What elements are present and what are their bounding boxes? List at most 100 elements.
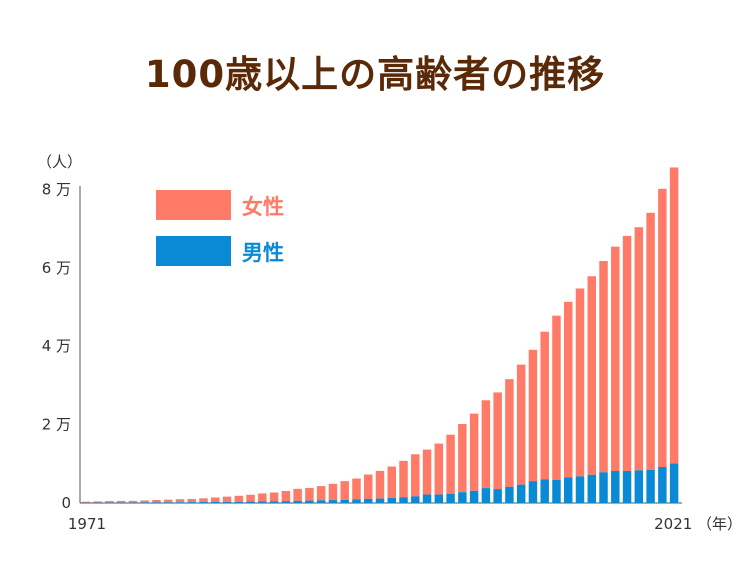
bar-female-2021 bbox=[669, 167, 679, 464]
bar-female-2007 bbox=[505, 379, 514, 487]
bar-male-1985 bbox=[246, 501, 255, 503]
legend-swatch-female bbox=[156, 190, 231, 220]
bar-female-1980 bbox=[187, 499, 196, 503]
bar-female-2008 bbox=[516, 364, 526, 485]
legend-label-female: 女性 bbox=[242, 195, 284, 219]
bar-male-2009 bbox=[528, 481, 538, 503]
bar-male-2000 bbox=[422, 494, 432, 503]
bar-female-1971 bbox=[81, 501, 91, 503]
legend-label-male: 男性 bbox=[242, 241, 284, 265]
bar-male-2019 bbox=[646, 469, 655, 503]
y-tick-label: 8 万 bbox=[42, 180, 71, 198]
bar-male-2007 bbox=[505, 486, 514, 503]
bar-male-2002 bbox=[446, 493, 455, 503]
bar-female-1977 bbox=[152, 499, 161, 503]
bar-female-1976 bbox=[140, 500, 149, 503]
bar-male-1999 bbox=[411, 496, 420, 503]
y-axis-unit-label: （人） bbox=[37, 153, 82, 171]
bar-female-2013 bbox=[575, 288, 585, 477]
bar-male-2017 bbox=[622, 470, 632, 503]
bar-female-1990 bbox=[305, 487, 314, 501]
bar-female-1991 bbox=[316, 486, 326, 501]
bar-female-2015 bbox=[599, 261, 608, 473]
bar-female-2004 bbox=[469, 413, 479, 491]
bar-male-2010 bbox=[540, 479, 549, 503]
bar-female-1986 bbox=[258, 493, 267, 502]
bar-female-1979 bbox=[175, 499, 185, 503]
bar-male-2014 bbox=[587, 474, 596, 503]
bar-male-1994 bbox=[352, 499, 361, 503]
bar-female-1997 bbox=[387, 466, 396, 499]
bar-female-1992 bbox=[328, 483, 338, 501]
bar-male-1975 bbox=[128, 502, 138, 503]
bar-female-1982 bbox=[211, 497, 220, 502]
bar-male-1991 bbox=[316, 500, 326, 503]
bar-male-2013 bbox=[575, 476, 585, 503]
bar-female-2019 bbox=[646, 212, 655, 470]
bar-female-1974 bbox=[116, 500, 126, 503]
bar-female-1985 bbox=[246, 494, 255, 502]
bar-male-1979 bbox=[175, 502, 185, 503]
bar-male-1982 bbox=[211, 501, 220, 503]
bar-female-1975 bbox=[128, 500, 138, 503]
bar-male-2016 bbox=[611, 470, 620, 503]
bar-female-2014 bbox=[587, 276, 596, 475]
bar-male-1987 bbox=[269, 501, 279, 503]
bar-male-1989 bbox=[293, 500, 302, 503]
chart-title: 100歳以上の高齢者の推移 bbox=[144, 53, 606, 96]
bar-male-1986 bbox=[258, 501, 267, 503]
bar-female-2000 bbox=[422, 449, 432, 495]
bar-female-1972 bbox=[93, 501, 102, 503]
y-axis-ticks: 0 2 万 4 万 6 万 8 万 bbox=[42, 180, 71, 512]
bar-male-2005 bbox=[481, 488, 491, 503]
bar-male-1998 bbox=[399, 497, 408, 503]
bar-female-1978 bbox=[164, 499, 173, 503]
bar-male-2020 bbox=[658, 467, 667, 503]
bar-male-2004 bbox=[469, 490, 479, 503]
bar-female-1989 bbox=[293, 488, 302, 501]
bar-female-1996 bbox=[375, 470, 385, 499]
y-tick-label: 2 万 bbox=[42, 416, 71, 434]
bar-female-1984 bbox=[234, 495, 244, 502]
bar-male-2012 bbox=[564, 477, 573, 503]
bar-female-1973 bbox=[105, 501, 114, 503]
bar-female-2005 bbox=[481, 400, 491, 489]
y-tick-label: 6 万 bbox=[42, 259, 71, 277]
bar-female-1998 bbox=[399, 460, 408, 498]
legend: 女性 男性 bbox=[156, 190, 284, 266]
bar-female-1987 bbox=[269, 492, 279, 502]
bar-male-1990 bbox=[305, 500, 314, 503]
bar-male-1996 bbox=[375, 498, 385, 503]
bar-female-2001 bbox=[434, 443, 444, 495]
bar-male-1995 bbox=[364, 498, 373, 503]
bar-female-2020 bbox=[658, 188, 667, 468]
bar-male-1984 bbox=[234, 501, 244, 503]
bar-male-2018 bbox=[634, 470, 644, 503]
bar-female-2012 bbox=[564, 301, 573, 478]
bar-female-2017 bbox=[622, 235, 632, 471]
bar-female-1983 bbox=[222, 496, 232, 502]
bar-male-1976 bbox=[140, 502, 149, 503]
bar-male-1981 bbox=[199, 502, 208, 503]
bar-female-1999 bbox=[411, 454, 420, 497]
x-tick-label: 1971 bbox=[68, 515, 106, 533]
y-tick-label: 0 bbox=[61, 494, 71, 512]
x-tick-label: 2021 bbox=[654, 515, 692, 533]
bar-female-1981 bbox=[199, 498, 208, 503]
bar-male-2006 bbox=[493, 489, 502, 503]
bar-male-1992 bbox=[328, 500, 338, 503]
y-tick-label: 4 万 bbox=[42, 337, 71, 355]
x-axis-ticks: 1971 2021 bbox=[68, 515, 692, 533]
bar-male-2003 bbox=[458, 492, 467, 503]
bar-male-1997 bbox=[387, 498, 396, 503]
bar-female-2011 bbox=[552, 315, 561, 480]
bar-female-2016 bbox=[611, 246, 620, 471]
bar-female-1994 bbox=[352, 478, 361, 500]
bar-male-2021 bbox=[669, 463, 679, 503]
bars-group bbox=[81, 167, 679, 503]
bar-female-2002 bbox=[446, 434, 455, 494]
bar-female-2018 bbox=[634, 227, 644, 471]
bar-male-2001 bbox=[434, 494, 444, 503]
bar-female-1988 bbox=[281, 490, 291, 502]
